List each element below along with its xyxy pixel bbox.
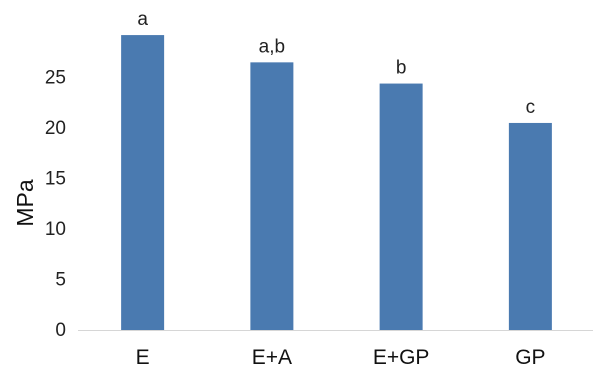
y-tick-label: 15 bbox=[45, 169, 66, 190]
x-category-label: E bbox=[136, 346, 150, 369]
y-tick-label: 5 bbox=[55, 270, 66, 291]
y-tick-label: 10 bbox=[45, 219, 66, 240]
x-category-label: E+A bbox=[252, 346, 292, 369]
bar bbox=[250, 62, 294, 330]
bar-data-label: a bbox=[137, 9, 148, 30]
y-axis-title: MPa bbox=[12, 179, 38, 227]
bar bbox=[379, 83, 423, 330]
y-tick-label: 25 bbox=[45, 68, 66, 89]
y-tick-labels: 0 5 10 15 20 25 bbox=[45, 68, 66, 342]
y-tick-label: 20 bbox=[45, 118, 66, 139]
bar-data-label: b bbox=[396, 58, 407, 79]
bars bbox=[121, 35, 552, 330]
x-category-label: E+GP bbox=[373, 346, 430, 369]
bar bbox=[121, 35, 165, 330]
bar-data-label: a,b bbox=[259, 36, 285, 57]
bar-data-label: c bbox=[526, 97, 536, 118]
data-labels: a a,b b c bbox=[137, 9, 535, 118]
category-labels: E E+A E+GP GP bbox=[136, 346, 546, 369]
x-category-label: GP bbox=[515, 346, 545, 369]
y-tick-label: 0 bbox=[55, 320, 66, 341]
bar bbox=[508, 122, 552, 330]
